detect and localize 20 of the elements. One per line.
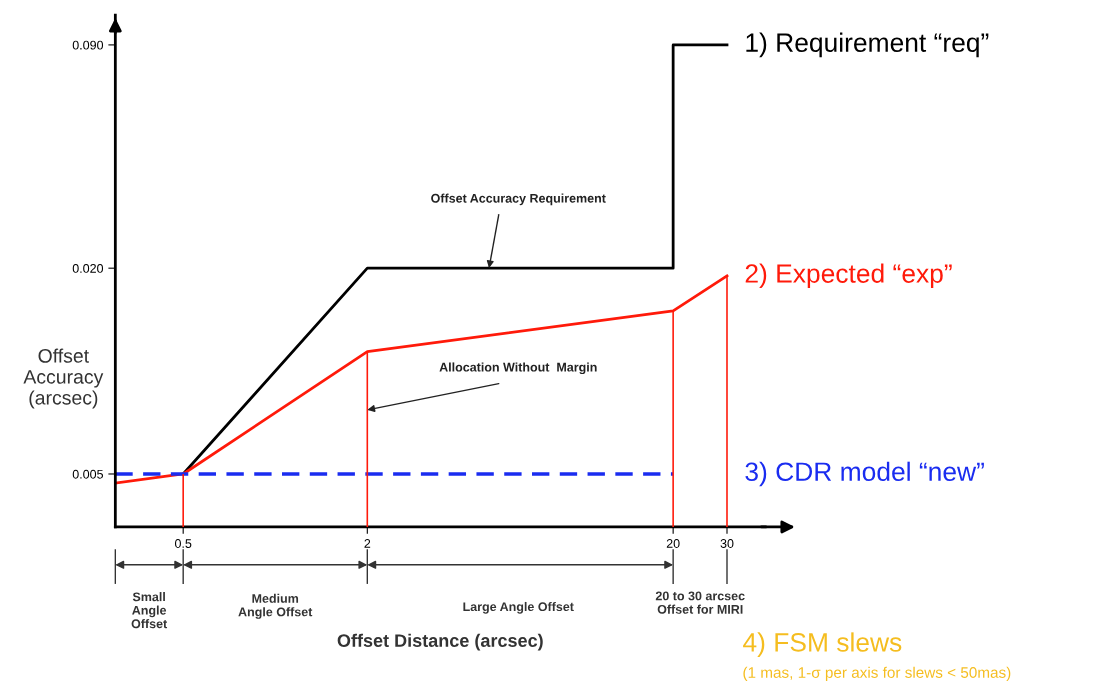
y-tick-label: 0.020: [72, 263, 104, 273]
x-tick-label: 30: [720, 539, 734, 548]
y-axis-title: Offset Accuracy (arcsec): [23, 348, 104, 409]
series-label: 2) Expected “exp”: [745, 263, 952, 289]
x-tick-label: 0.5: [174, 539, 192, 548]
series-label: 1) Requirement “req”: [746, 32, 989, 58]
text: 4) FSM slews: [743, 632, 902, 657]
x-tick-label: 20: [666, 539, 680, 548]
text: Large Angle Offset: [463, 601, 574, 614]
text: 3) CDR model “new”: [745, 461, 984, 487]
x-tick-label: 2: [364, 539, 371, 548]
annotation: Allocation Without Margin: [439, 362, 597, 375]
x-axis-title: Offset Distance (arcsec): [337, 633, 543, 651]
text: Medium Angle Offset: [238, 593, 313, 619]
annotation: Offset Accuracy Requirement: [431, 193, 606, 206]
text: (1 mas, 1-σ per axis for slews < 50mas): [743, 666, 1011, 681]
text: Small Angle Offset: [131, 592, 168, 629]
y-tick-label: 0.090: [72, 40, 104, 50]
y-tick-label: 0.005: [72, 469, 104, 479]
text: 20 to 30 arcsec Offset for MIRI: [655, 591, 745, 614]
